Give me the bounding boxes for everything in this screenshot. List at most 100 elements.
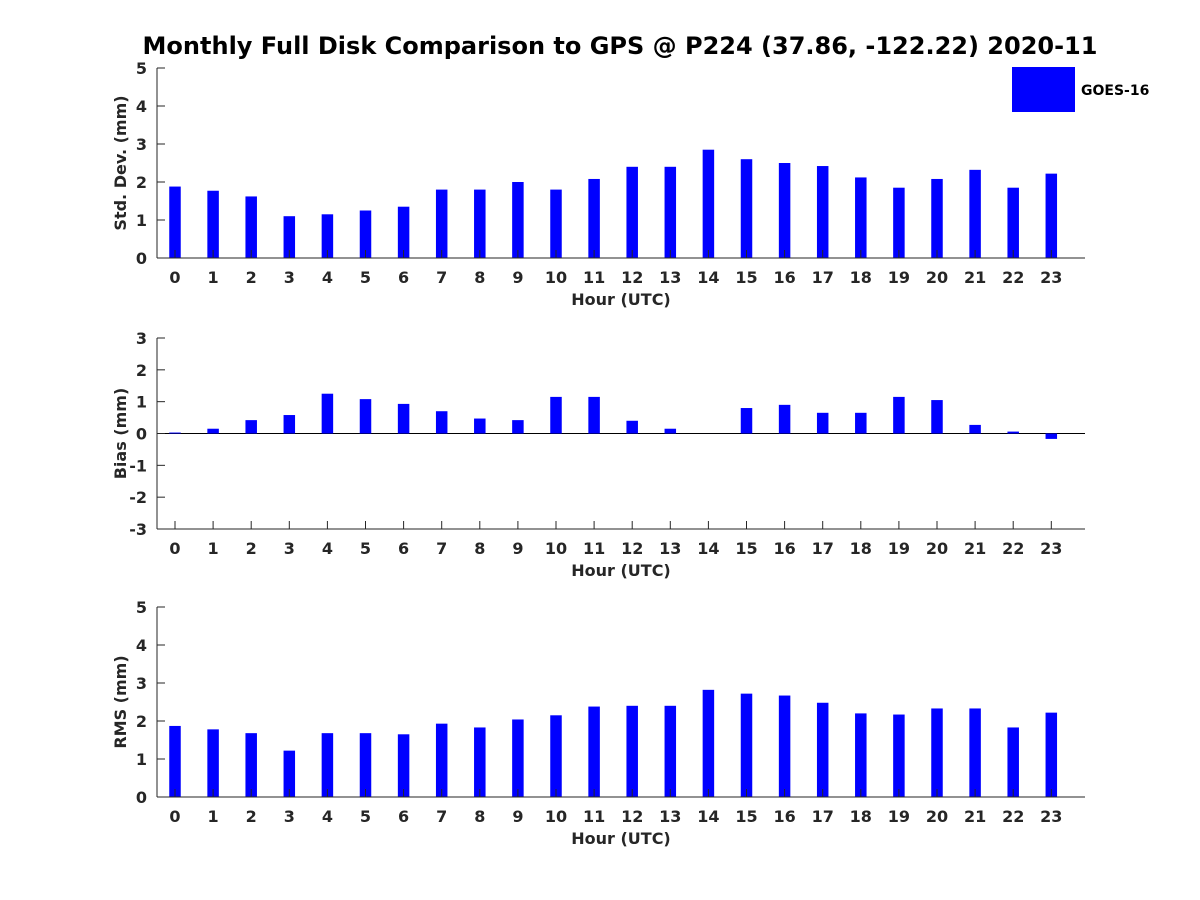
legend-swatch — [1012, 67, 1075, 112]
bar-hour-2 — [245, 196, 257, 258]
x-tick-label: 7 — [436, 539, 447, 558]
x-tick-label: 10 — [545, 807, 567, 826]
bar-hour-5 — [359, 210, 372, 258]
x-tick-label: 23 — [1040, 807, 1062, 826]
y-tick-label: 2 — [136, 361, 147, 380]
bar-hour-14 — [702, 689, 715, 797]
y-tick-label: -1 — [129, 456, 147, 475]
x-tick-label: 16 — [773, 268, 795, 287]
x-tick-label: 11 — [583, 268, 605, 287]
legend-label: GOES-16 — [1081, 83, 1149, 99]
y-tick-label: 3 — [136, 135, 147, 154]
bar-hour-19 — [893, 187, 905, 258]
x-tick-label: 6 — [398, 268, 409, 287]
bar-hour-13 — [664, 428, 677, 434]
bar-hour-0 — [169, 186, 181, 258]
x-tick-label: 3 — [284, 268, 295, 287]
x-tick-label: 8 — [474, 539, 485, 558]
x-tick-label: 12 — [621, 539, 643, 558]
x-tick-label: 5 — [360, 268, 371, 287]
bar-hour-5 — [359, 733, 372, 797]
bar-hour-6 — [397, 403, 410, 434]
y-tick-label: 2 — [136, 173, 147, 192]
bar-hour-20 — [931, 400, 943, 434]
y-tick-label: 3 — [136, 674, 147, 693]
x-tick-label: 20 — [926, 268, 948, 287]
bar-hour-15 — [740, 693, 753, 797]
x-tick-label: 17 — [812, 539, 834, 558]
y-axis-label: RMS (mm) — [111, 655, 130, 748]
x-tick-label: 14 — [697, 539, 719, 558]
x-tick-label: 1 — [208, 539, 219, 558]
x-tick-label: 4 — [322, 539, 333, 558]
x-axis-label: Hour (UTC) — [571, 829, 671, 848]
bar-hour-4 — [321, 393, 334, 434]
y-axis-label: Std. Dev. (mm) — [111, 95, 130, 230]
y-tick-label: 1 — [136, 393, 147, 412]
bar-hour-23 — [1045, 173, 1058, 258]
x-tick-label: 18 — [850, 268, 872, 287]
x-tick-label: 0 — [169, 539, 180, 558]
x-tick-label: 4 — [322, 807, 333, 826]
y-tick-label: 1 — [136, 211, 147, 230]
bar-hour-14 — [702, 149, 715, 258]
x-tick-label: 17 — [812, 268, 834, 287]
x-tick-label: 5 — [360, 539, 371, 558]
y-tick-label: 0 — [136, 425, 147, 444]
x-tick-label: 14 — [697, 268, 719, 287]
bar-hour-1 — [207, 190, 219, 258]
y-tick-label: 4 — [136, 636, 147, 655]
x-tick-label: 11 — [583, 539, 605, 558]
x-tick-label: 9 — [512, 268, 523, 287]
bar-hour-8 — [474, 418, 486, 434]
bar-hour-16 — [778, 163, 791, 258]
x-tick-label: 2 — [246, 539, 257, 558]
x-tick-label: 11 — [583, 807, 605, 826]
x-tick-label: 23 — [1040, 268, 1062, 287]
bar-hour-0 — [169, 725, 181, 797]
bar-hour-10 — [550, 189, 562, 258]
x-tick-label: 4 — [322, 268, 333, 287]
x-tick-label: 8 — [474, 268, 485, 287]
x-tick-label: 0 — [169, 268, 180, 287]
bar-hour-13 — [664, 705, 677, 797]
x-tick-label: 13 — [659, 539, 681, 558]
x-tick-label: 7 — [436, 268, 447, 287]
x-tick-label: 18 — [850, 807, 872, 826]
bar-hour-15 — [740, 408, 753, 434]
x-tick-label: 12 — [621, 807, 643, 826]
x-tick-label: 6 — [398, 807, 409, 826]
bar-hour-22 — [1007, 727, 1019, 797]
bar-hour-12 — [626, 420, 638, 434]
y-tick-label: 0 — [136, 788, 147, 807]
y-tick-label: 1 — [136, 750, 147, 769]
bar-hour-3 — [283, 415, 296, 434]
legend: GOES-16 — [1012, 67, 1149, 112]
bar-hour-12 — [626, 705, 638, 797]
bar-hour-19 — [893, 396, 905, 434]
x-tick-label: 17 — [812, 807, 834, 826]
bar-hour-17 — [816, 412, 829, 434]
bar-hour-23 — [1045, 433, 1058, 439]
x-tick-label: 9 — [512, 539, 523, 558]
x-tick-label: 15 — [735, 268, 757, 287]
y-tick-label: 2 — [136, 712, 147, 731]
bar-hour-11 — [588, 706, 600, 797]
bar-hour-20 — [931, 178, 943, 258]
x-tick-label: 1 — [208, 807, 219, 826]
x-tick-label: 19 — [888, 539, 910, 558]
x-tick-label: 12 — [621, 268, 643, 287]
bar-hour-10 — [550, 715, 562, 797]
bar-hour-18 — [855, 713, 867, 797]
x-tick-label: 16 — [773, 807, 795, 826]
x-tick-label: 21 — [964, 539, 986, 558]
bar-hour-23 — [1045, 712, 1058, 797]
bar-hour-6 — [397, 206, 410, 258]
x-tick-label: 0 — [169, 807, 180, 826]
bar-hour-15 — [740, 159, 753, 258]
bar-hour-20 — [931, 708, 943, 797]
bar-hour-1 — [207, 729, 219, 797]
bar-hour-3 — [283, 216, 296, 258]
